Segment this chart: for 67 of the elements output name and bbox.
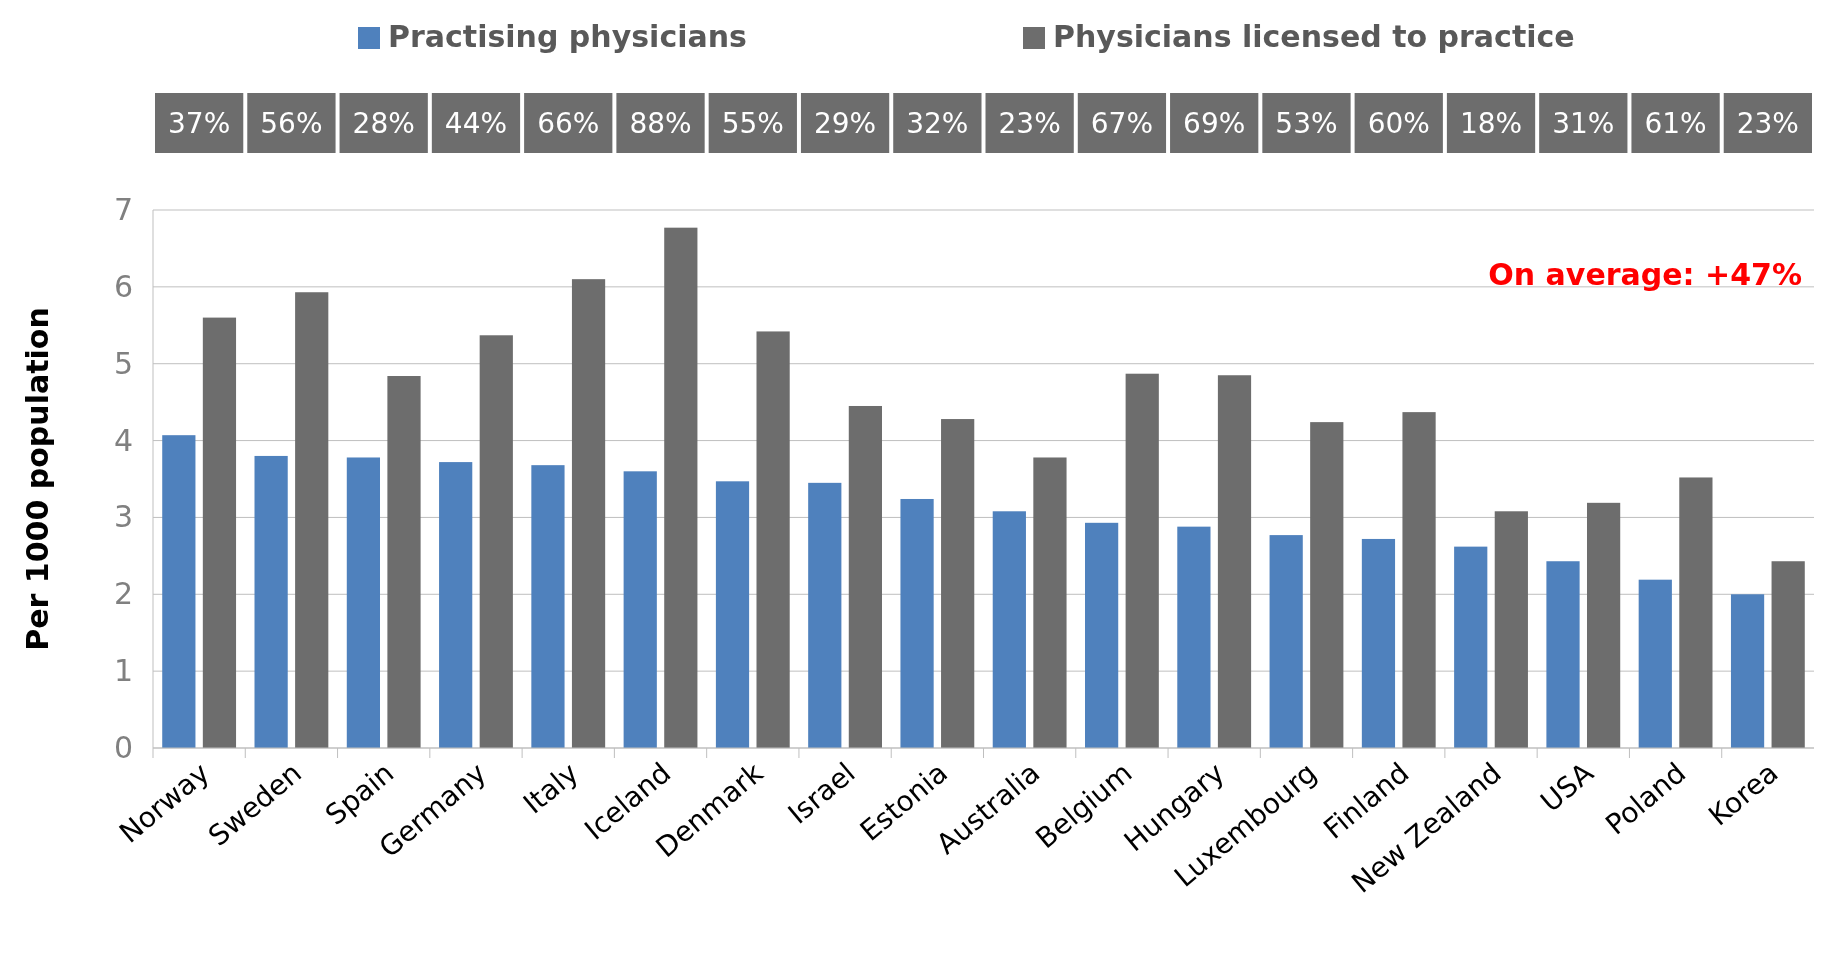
y-tick-label: 5 <box>113 345 133 381</box>
x-tick-label: USA <box>1534 756 1600 819</box>
text: 44% <box>444 107 508 140</box>
text: 56% <box>260 107 323 140</box>
bar <box>848 405 882 748</box>
y-tick-label: 3 <box>113 499 133 535</box>
y-tick-label: 7 <box>113 192 133 227</box>
bar <box>479 335 513 748</box>
y-tick-label: 1 <box>113 653 133 689</box>
text: 66% <box>537 107 600 140</box>
text: 18% <box>1459 107 1523 140</box>
bar <box>900 498 934 748</box>
bar <box>571 279 606 748</box>
text: 55% <box>721 107 784 140</box>
y-axis-title: Per 1000 population <box>20 307 55 651</box>
bar <box>531 465 565 748</box>
bar <box>202 317 237 748</box>
text: 60% <box>1367 107 1430 140</box>
bar <box>1771 561 1805 748</box>
bar <box>1310 422 1344 748</box>
text: 69% <box>1183 107 1246 140</box>
bar <box>295 292 329 748</box>
text: 61% <box>1644 107 1707 140</box>
bar <box>992 511 1026 748</box>
y-tick-label: 4 <box>113 422 133 458</box>
bar <box>808 482 842 748</box>
text: 53% <box>1275 107 1338 140</box>
text: 29% <box>813 107 877 140</box>
bar <box>1730 594 1765 748</box>
bar <box>1402 412 1436 748</box>
bar <box>1217 375 1252 748</box>
bar <box>715 481 750 748</box>
text: 67% <box>1090 107 1154 140</box>
bar <box>756 331 790 748</box>
bar <box>162 435 196 748</box>
bar <box>1638 579 1672 748</box>
text: 88% <box>629 107 692 140</box>
bar <box>623 471 657 748</box>
text: 23% <box>1736 107 1799 140</box>
bar <box>1177 526 1211 748</box>
text: 23% <box>998 107 1061 140</box>
bar <box>1125 373 1159 748</box>
bar <box>346 457 380 748</box>
text: 31% <box>1552 107 1615 140</box>
y-tick-label: 6 <box>113 268 133 304</box>
bar <box>664 227 698 748</box>
y-tick-label: 2 <box>113 576 133 612</box>
legend-label: Practising physicians <box>388 19 747 54</box>
bar <box>1361 538 1396 748</box>
legend-label: Physicians licensed to practice <box>1053 19 1575 54</box>
text: 28% <box>352 107 415 140</box>
bar <box>1269 535 1303 748</box>
bar <box>1033 457 1067 748</box>
text: 32% <box>906 107 969 140</box>
bar <box>1085 522 1119 748</box>
y-tick-label: 0 <box>113 730 133 765</box>
bar <box>1587 502 1621 748</box>
bar <box>439 462 473 748</box>
bar <box>254 455 288 748</box>
bar <box>1679 477 1713 748</box>
bar <box>1546 561 1580 748</box>
bar <box>1454 546 1488 748</box>
bar <box>387 376 421 748</box>
text: 37% <box>168 107 231 140</box>
bar <box>1494 511 1528 748</box>
bar <box>941 419 975 748</box>
annotation: On average: +47% <box>1488 257 1802 292</box>
